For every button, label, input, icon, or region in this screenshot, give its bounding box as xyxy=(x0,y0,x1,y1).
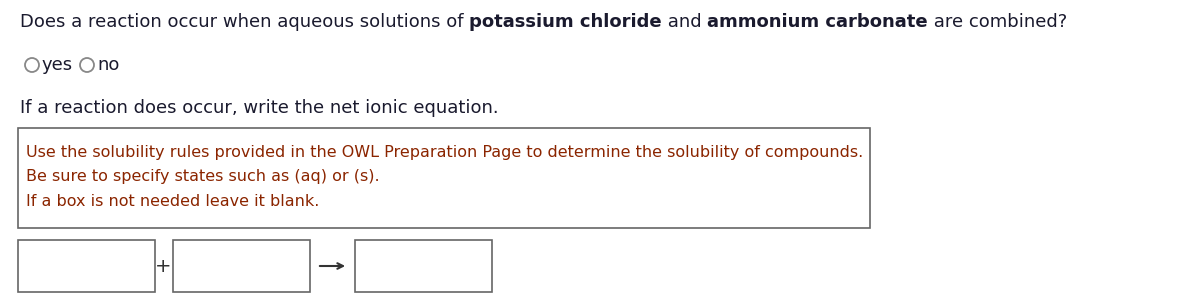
Text: If a reaction does occur, write the net ionic equation.: If a reaction does occur, write the net … xyxy=(20,99,499,117)
Text: and: and xyxy=(662,13,707,31)
Text: yes: yes xyxy=(42,56,74,74)
Bar xyxy=(18,240,155,292)
Bar xyxy=(355,240,491,292)
Text: ammonium carbonate: ammonium carbonate xyxy=(707,13,928,31)
Text: If a box is not needed leave it blank.: If a box is not needed leave it blank. xyxy=(26,194,319,210)
Text: Does a reaction occur when aqueous solutions of: Does a reaction occur when aqueous solut… xyxy=(20,13,469,31)
Bar xyxy=(173,240,310,292)
Text: no: no xyxy=(97,56,120,74)
Text: Use the solubility rules provided in the OWL Preparation Page to determine the s: Use the solubility rules provided in the… xyxy=(26,144,863,159)
Text: +: + xyxy=(154,256,171,275)
Bar xyxy=(18,128,870,228)
Text: Be sure to specify states such as (aq) or (s).: Be sure to specify states such as (aq) o… xyxy=(26,169,380,185)
Text: are combined?: are combined? xyxy=(928,13,1067,31)
Text: potassium chloride: potassium chloride xyxy=(469,13,662,31)
